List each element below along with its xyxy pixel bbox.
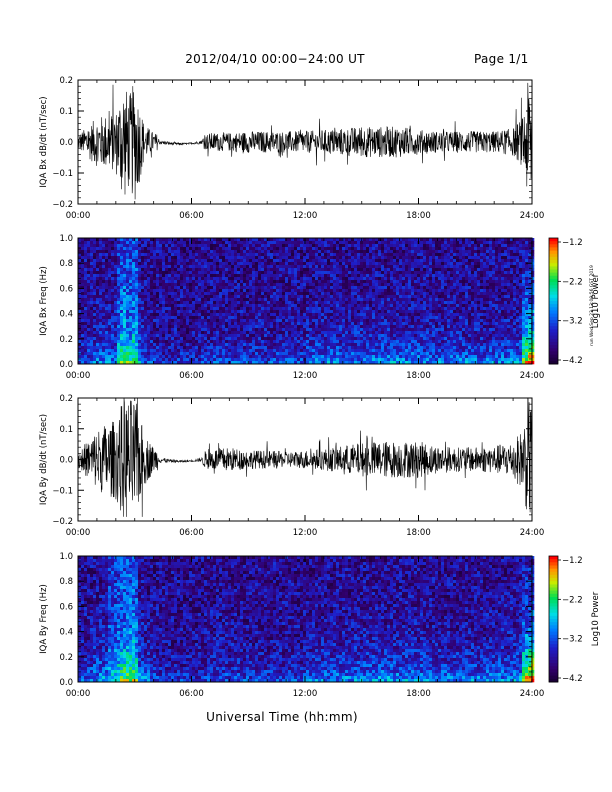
- x-tick-label: 24:00: [520, 689, 545, 699]
- y-tick-label: 0.4: [59, 628, 73, 638]
- x-tick-label: 18:00: [406, 689, 431, 699]
- colorbar: [548, 555, 559, 683]
- series-line: [78, 398, 532, 517]
- colorbar-label: Log10 Power: [591, 591, 601, 646]
- y-tick-label: −0.2: [52, 517, 73, 527]
- colorbar-tick-label: −3.2: [562, 635, 583, 645]
- panel-3: 00:00 06:00 12:00 18:00 24:00 0.2 0.1 0.0 −0.1 −0…: [39, 394, 544, 538]
- y-tick-label: 0.2: [59, 653, 73, 663]
- colorbar-label: Log10 Power: [591, 273, 601, 328]
- x-tick-label: 24:00: [520, 211, 545, 221]
- y-tick-label: 0.8: [59, 259, 73, 269]
- series-line: [78, 82, 532, 200]
- y-axis-label: IQA By dB/dt (nT/sec): [39, 414, 49, 505]
- x-tick-label: 12:00: [293, 528, 318, 538]
- y-tick-label: 0.2: [59, 394, 73, 404]
- y-tick-label: 0.0: [59, 138, 73, 148]
- x-tick-label: 12:00: [293, 211, 318, 221]
- x-tick-label: 12:00: [293, 689, 318, 699]
- panel-1: 00:00 06:00 12:00 18:00 24:00 0.2 0.1 0.0 −0.1 −0…: [39, 76, 544, 221]
- x-tick-label: 06:00: [179, 211, 204, 221]
- colorbar-tick-label: −2.2: [562, 595, 583, 605]
- x-tick-label: 00:00: [66, 528, 91, 538]
- y-tick-label: 1.0: [59, 552, 73, 562]
- y-tick-label: 0.1: [59, 107, 73, 117]
- y-tick-label: 0.2: [59, 335, 73, 345]
- spectrogram: [78, 556, 535, 683]
- y-tick-label: 0.4: [59, 310, 73, 320]
- x-tick-label: 24:00: [520, 371, 545, 381]
- colorbar-tick-label: −4.2: [562, 674, 583, 684]
- colorbar-tick-label: −1.2: [562, 556, 583, 566]
- run-stamp: run Wed Sep 23 13:09:56 GST 2019: [590, 265, 595, 346]
- y-tick-label: 0.0: [59, 360, 73, 370]
- y-axis-label: IQA By Freq (Hz): [39, 584, 49, 654]
- y-tick-label: 0.0: [59, 456, 73, 466]
- y-tick-label: −0.1: [52, 486, 73, 496]
- x-tick-label: 18:00: [406, 528, 431, 538]
- y-tick-label: 0.6: [59, 284, 73, 294]
- colorbar-tick-label: −2.2: [562, 277, 583, 287]
- x-tick-label: 00:00: [66, 211, 91, 221]
- y-axis-label: IQA Bx dB/dt (nT/sec): [39, 96, 49, 187]
- y-tick-label: 0.1: [59, 425, 73, 435]
- y-tick-label: 0.0: [59, 678, 73, 688]
- y-tick-label: 0.2: [59, 76, 73, 86]
- colorbar-tick-label: −4.2: [562, 356, 583, 366]
- panel-4: −1.2 −2.2 −3.2 −4.2 Log10 Power 00:00 06:00 12:…: [39, 552, 601, 699]
- x-tick-label: 18:00: [406, 211, 431, 221]
- y-tick-label: 1.0: [59, 234, 73, 244]
- x-tick-label: 00:00: [66, 371, 91, 381]
- x-tick-label: 18:00: [406, 371, 431, 381]
- y-tick-label: −0.1: [52, 169, 73, 179]
- y-tick-label: 0.6: [59, 602, 73, 612]
- y-axis-label: IQA Bx Freq (Hz): [39, 266, 49, 336]
- x-tick-label: 00:00: [66, 689, 91, 699]
- panel-2: −1.2 −2.2 −3.2 −4.2 Log10 Power 00:00 06:00 12:…: [39, 234, 601, 381]
- x-tick-label: 06:00: [179, 689, 204, 699]
- colorbar-tick-label: −1.2: [562, 238, 583, 248]
- page-number: Page 1/1: [474, 52, 529, 66]
- y-tick-label: 0.8: [59, 577, 73, 587]
- y-tick-label: −0.2: [52, 200, 73, 210]
- x-tick-label: 12:00: [293, 371, 318, 381]
- page-title: 2012/04/10 00:00−24:00 UT: [185, 52, 365, 66]
- x-tick-label: 24:00: [520, 528, 545, 538]
- colorbar: [548, 237, 559, 365]
- x-tick-label: 06:00: [179, 371, 204, 381]
- colorbar-tick-label: −3.2: [562, 317, 583, 327]
- x-tick-label: 06:00: [179, 528, 204, 538]
- x-axis-title: Universal Time (hh:mm): [206, 710, 358, 724]
- spectrogram: [78, 238, 535, 365]
